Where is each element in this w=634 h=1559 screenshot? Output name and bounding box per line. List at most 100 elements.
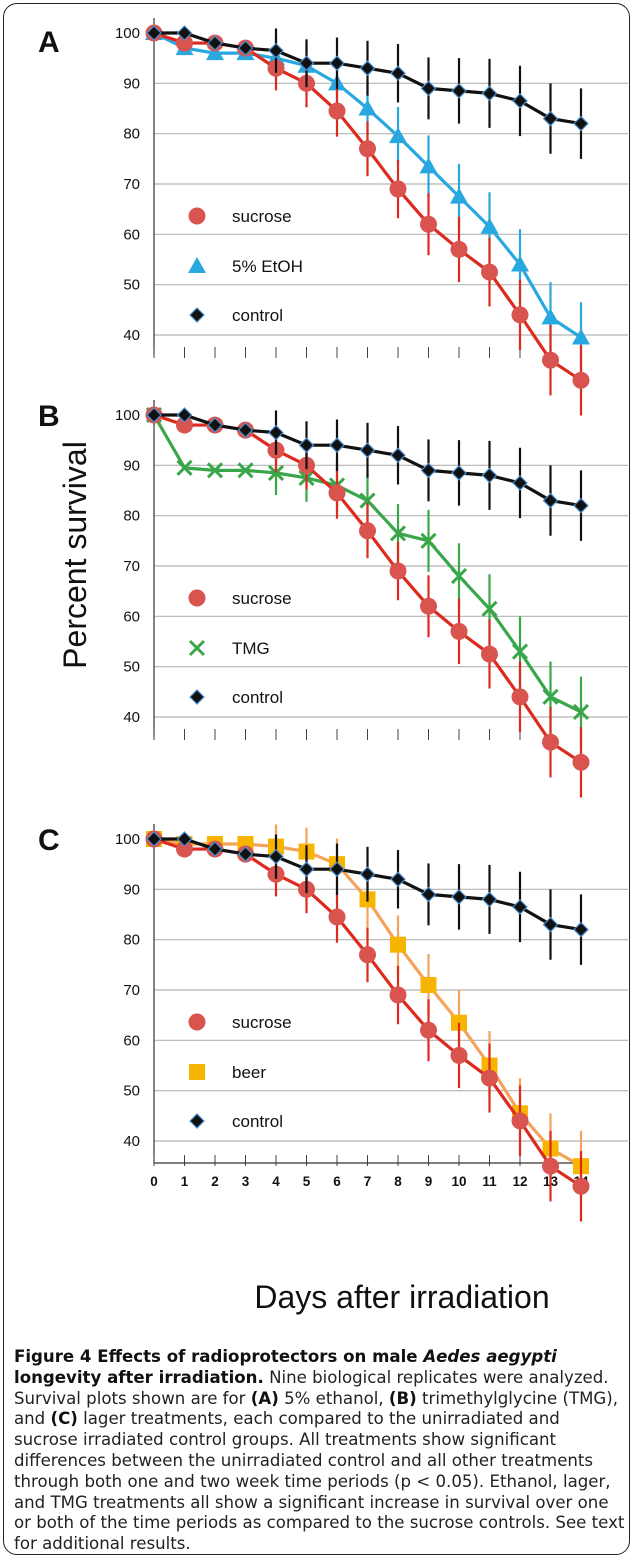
panel-letter: A <box>38 26 60 59</box>
x-tick-label: 8 <box>394 1174 402 1189</box>
data-point <box>481 891 498 908</box>
series-control <box>146 407 589 541</box>
data-point <box>542 1157 559 1175</box>
data-point <box>176 34 193 52</box>
y-tick-label: 70 <box>123 558 140 575</box>
data-point <box>512 899 528 915</box>
data-point <box>267 464 285 481</box>
panel-c: C40506070809010001234567891011121314sucr… <box>38 824 628 1222</box>
legend-label: TMG <box>232 639 270 658</box>
data-point <box>542 351 559 369</box>
data-point <box>298 55 315 72</box>
data-point <box>420 80 437 97</box>
data-point <box>207 417 223 433</box>
legend-label: sucrose <box>232 1013 292 1032</box>
data-point <box>420 532 437 549</box>
data-point <box>237 462 254 479</box>
data-point <box>268 848 284 865</box>
legend-label: sucrose <box>232 589 292 608</box>
y-tick-label: 50 <box>123 277 140 294</box>
data-point <box>481 645 498 663</box>
data-point <box>237 40 254 56</box>
data-point <box>206 44 224 61</box>
data-point <box>511 688 529 706</box>
y-tick-label: 60 <box>123 608 140 625</box>
data-point <box>359 140 376 158</box>
data-point <box>541 308 560 325</box>
x-tick-label: 10 <box>451 1174 466 1189</box>
y-tick-label: 60 <box>123 226 140 243</box>
data-point <box>359 492 376 509</box>
data-point <box>328 102 346 120</box>
data-point <box>268 42 284 59</box>
y-tick-label: 40 <box>123 1133 140 1150</box>
data-point <box>451 465 467 481</box>
data-point <box>390 871 406 888</box>
data-point <box>358 99 377 116</box>
data-point <box>481 467 498 484</box>
x-tick-label: 12 <box>512 1174 527 1189</box>
series-control <box>146 25 589 159</box>
panel-a: A 40 50 60 70 80 90 100 sucrose 5% EtOH control <box>38 18 628 416</box>
y-tick-label: 90 <box>123 75 140 92</box>
y-axis-label: Percent survival <box>57 441 93 669</box>
y-tick-label: 70 <box>123 176 140 193</box>
y-tick-label: 100 <box>115 831 140 848</box>
data-point <box>237 422 254 438</box>
data-point <box>237 846 254 862</box>
y-tick-label: 50 <box>123 659 140 676</box>
data-point <box>389 562 407 580</box>
y-tick-label: 100 <box>115 25 140 42</box>
x-tick-label: 6 <box>333 1174 341 1189</box>
data-point <box>268 424 284 441</box>
y-tick-label: 50 <box>123 1083 140 1100</box>
data-point <box>176 407 193 423</box>
figure-frame <box>3 3 630 1555</box>
legend-marker <box>189 689 205 705</box>
data-point <box>420 462 437 479</box>
x-axis-label: Days after irradiation <box>254 1279 549 1315</box>
y-tick-label: 80 <box>123 932 140 949</box>
data-point <box>390 65 406 82</box>
data-point <box>511 306 529 324</box>
legend-marker <box>188 257 206 273</box>
legend-marker <box>188 639 206 657</box>
data-point <box>542 916 559 933</box>
data-point <box>573 921 589 938</box>
legend-marker <box>189 307 205 323</box>
data-point <box>359 866 376 883</box>
data-point <box>573 115 589 132</box>
data-point <box>572 1177 590 1195</box>
data-point <box>389 525 407 542</box>
panel-letter: B <box>38 400 60 433</box>
data-point <box>511 255 529 272</box>
x-tick-label: 4 <box>272 1174 280 1189</box>
data-point <box>420 597 437 615</box>
data-point <box>542 492 559 509</box>
data-point <box>206 462 224 479</box>
data-point <box>176 25 193 41</box>
legend-label: control <box>232 688 283 707</box>
survival-figure: Percent survival Days after irradiation … <box>38 18 628 1315</box>
legend-marker <box>188 1013 206 1031</box>
data-point <box>207 841 223 857</box>
data-point <box>146 407 162 423</box>
y-tick-label: 80 <box>123 126 140 143</box>
data-point <box>146 25 162 41</box>
data-point <box>512 93 528 109</box>
data-point <box>207 35 223 51</box>
x-tick-label: 0 <box>150 1174 158 1189</box>
data-point <box>451 889 467 905</box>
panel-b: B 40 50 60 70 80 90 100 sucrose TMG control <box>38 400 628 798</box>
legend-label: beer <box>232 1063 266 1082</box>
data-point <box>480 217 499 234</box>
y-tick-label: 40 <box>123 709 140 726</box>
data-point <box>572 753 590 771</box>
data-point <box>390 447 406 464</box>
data-point <box>419 157 438 174</box>
y-tick-label: 80 <box>123 508 140 525</box>
data-point <box>359 442 376 459</box>
data-point <box>450 568 468 585</box>
legend-marker <box>189 1113 205 1129</box>
data-point <box>572 371 590 389</box>
